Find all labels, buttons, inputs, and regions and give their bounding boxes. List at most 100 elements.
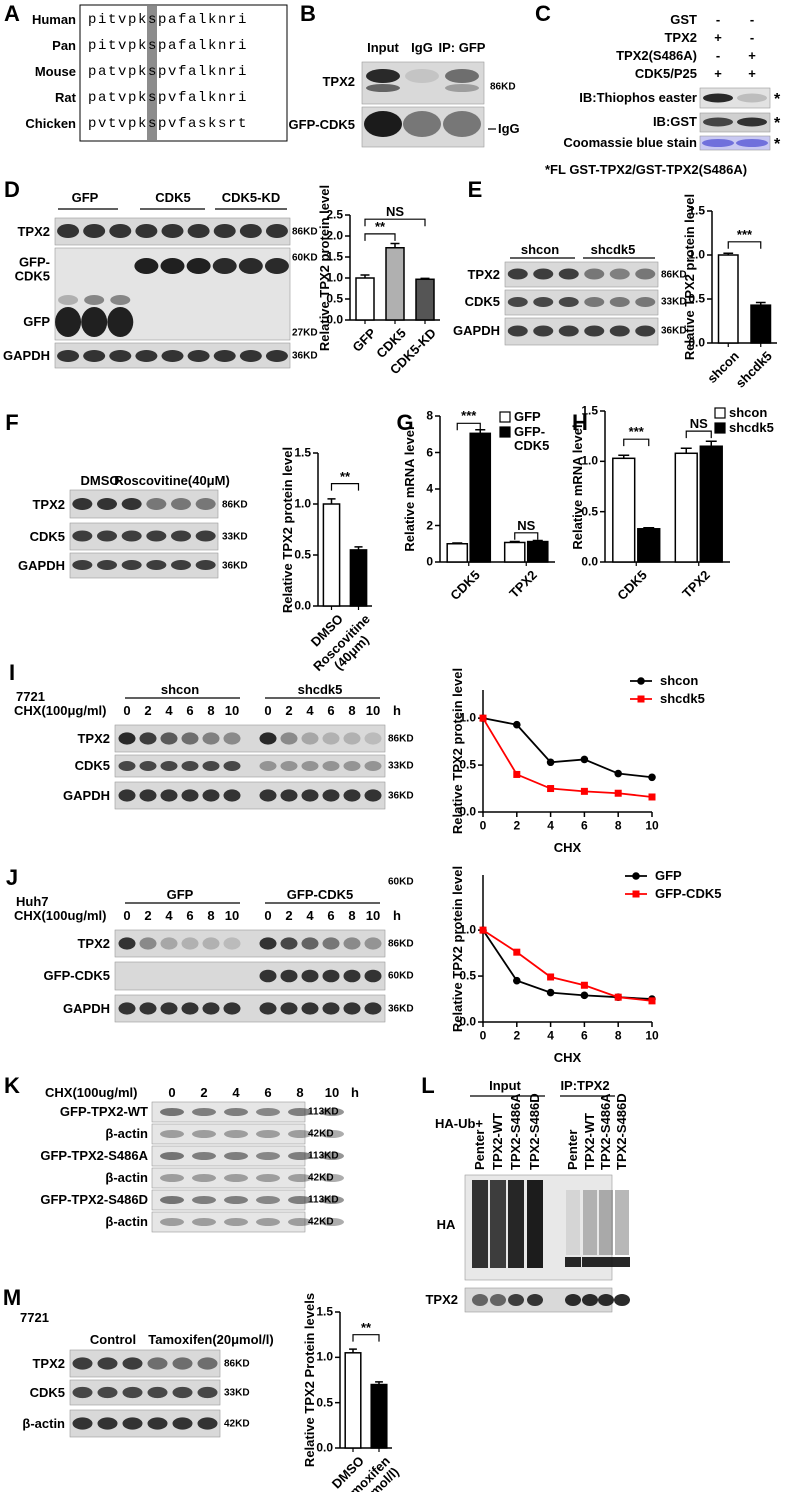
bar <box>344 1352 362 1449</box>
band <box>635 325 656 337</box>
time-label: 0 <box>168 1084 176 1100</box>
marker <box>547 973 555 981</box>
bar <box>637 528 661 563</box>
group-label: GFP-CDK5 <box>286 886 354 902</box>
group-label: shcon <box>520 241 560 257</box>
lane-label: TPX2-WT <box>489 1112 505 1170</box>
band <box>366 69 400 83</box>
band <box>288 1130 312 1138</box>
band <box>202 732 220 745</box>
band <box>72 530 93 542</box>
row-label: TPX2 <box>322 73 355 89</box>
bar <box>385 247 405 321</box>
band <box>195 560 216 570</box>
row-label: CDK5 <box>464 293 500 309</box>
band <box>83 224 106 238</box>
band <box>256 1152 280 1160</box>
error-bar <box>532 539 543 542</box>
error-bar <box>327 498 336 504</box>
unit: h <box>393 702 401 718</box>
band <box>343 1002 361 1015</box>
x-tick-label: 2 <box>513 1028 521 1043</box>
time-label: 4 <box>165 702 173 718</box>
y-axis-label: Relative TPX2 Protein levels <box>301 1292 317 1468</box>
cell-line: 7721 <box>16 688 45 704</box>
band <box>212 258 237 274</box>
row-label: CDK5 <box>29 1384 65 1400</box>
band <box>280 761 298 771</box>
y-tick-label: 1.5 <box>326 249 343 264</box>
band <box>181 1002 199 1015</box>
band <box>366 84 400 92</box>
row-label: GAPDH <box>3 347 50 363</box>
significance-label: ** <box>360 1319 372 1335</box>
significance-bracket <box>623 438 650 447</box>
row-label: GFP-TPX2-S486A <box>40 1147 148 1163</box>
lane-label: TPX2-S486A <box>597 1093 613 1170</box>
marker <box>580 991 589 1000</box>
error-bar <box>643 527 655 529</box>
marker <box>479 926 487 934</box>
band <box>197 1386 218 1399</box>
bar <box>750 304 772 344</box>
band <box>195 498 216 510</box>
condition-sign: + <box>748 47 756 63</box>
band <box>213 350 236 362</box>
band <box>584 268 605 280</box>
band <box>224 1152 248 1160</box>
significance-label: ** <box>339 468 351 484</box>
band <box>265 224 288 238</box>
band <box>566 1190 580 1255</box>
band <box>171 530 191 542</box>
significance-label: *** <box>628 424 644 440</box>
treatment: CHX(100μg/ml) <box>14 702 107 718</box>
panel-letter: F <box>5 409 19 435</box>
band <box>109 350 132 362</box>
marker <box>648 773 656 782</box>
blot <box>361 61 485 105</box>
legend-swatch <box>714 422 726 434</box>
band <box>139 732 157 745</box>
band <box>703 93 733 103</box>
band <box>322 732 340 745</box>
row-label: GFP <box>23 313 50 329</box>
band <box>58 295 79 305</box>
band <box>192 1108 216 1116</box>
marker <box>632 872 640 880</box>
time-label: 0 <box>264 907 272 923</box>
band <box>565 1257 581 1267</box>
band <box>364 761 382 771</box>
condition-label: TPX2 <box>664 29 697 45</box>
band <box>160 1152 184 1160</box>
x-tick-label: 2 <box>513 818 521 833</box>
condition-label: GST <box>670 11 697 27</box>
bar <box>526 540 549 563</box>
band <box>533 325 554 337</box>
time-label: 2 <box>200 1084 208 1100</box>
band <box>490 1180 506 1268</box>
band <box>181 789 199 802</box>
band <box>160 1002 178 1015</box>
time-label: 4 <box>232 1084 240 1100</box>
y-tick-label: 1.5 <box>688 203 705 218</box>
band <box>160 732 178 745</box>
band <box>135 224 158 238</box>
band <box>72 498 93 510</box>
bar <box>717 254 739 344</box>
row-label: β-actin <box>22 1415 65 1431</box>
band <box>609 268 630 280</box>
x-tick-label: 6 <box>581 818 588 833</box>
band <box>84 295 105 305</box>
band <box>118 1002 136 1015</box>
band <box>146 530 167 542</box>
y-tick-label: 1.0 <box>294 496 311 511</box>
bar <box>612 457 636 563</box>
y-tick-label: 1.0 <box>459 922 476 937</box>
bar <box>699 445 723 563</box>
size-label: 33KD <box>388 760 414 772</box>
y-tick-label: 0.0 <box>688 335 705 350</box>
error-bar <box>360 274 370 278</box>
size-label: 60KD <box>388 876 414 888</box>
time-label: 4 <box>165 907 173 923</box>
blot <box>504 261 659 288</box>
